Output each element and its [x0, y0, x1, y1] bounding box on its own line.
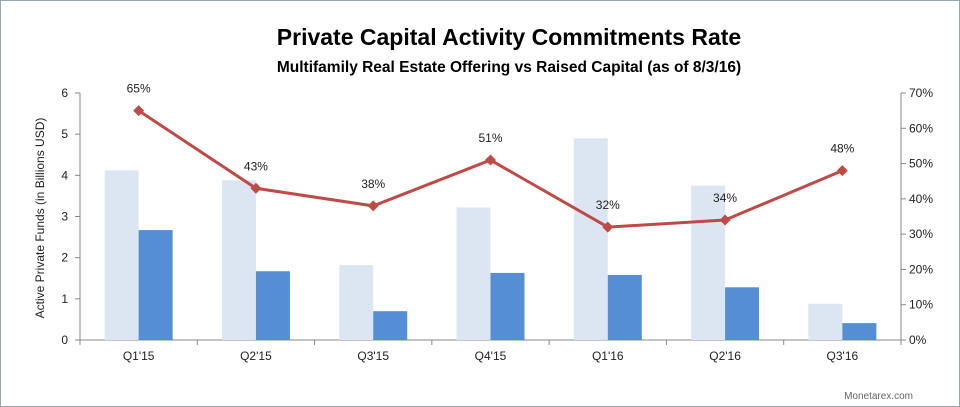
y2-tick-label: 30% — [909, 227, 933, 241]
x-tick-label: Q1'15 — [123, 349, 155, 363]
bar — [339, 265, 374, 340]
x-tick-label: Q3'15 — [357, 349, 389, 363]
bar — [138, 230, 173, 340]
bar — [808, 303, 843, 340]
line-marker — [836, 165, 848, 177]
chart-title: Private Capital Activity Commitments Rat… — [277, 24, 741, 50]
line-marker — [133, 105, 145, 117]
bar — [691, 185, 726, 340]
bar — [255, 271, 290, 340]
data-label: 38% — [361, 177, 385, 191]
bar — [104, 170, 139, 340]
data-label: 48% — [830, 142, 854, 156]
source-credit: Monetarex.com — [844, 391, 913, 402]
line-marker — [485, 154, 496, 166]
data-label: 32% — [596, 198, 620, 212]
data-label: 43% — [244, 159, 268, 173]
bar — [490, 272, 525, 340]
y2-tick-label: 40% — [909, 192, 933, 206]
bar — [842, 323, 877, 340]
x-tick-label: Q2'15 — [240, 349, 272, 363]
bar — [573, 138, 608, 340]
y-tick-label: 0 — [61, 333, 68, 347]
bar — [221, 180, 256, 340]
bar — [373, 311, 408, 340]
line-marker — [602, 221, 614, 233]
data-label: 34% — [713, 191, 737, 205]
y-axis-label: Active Private Funds (in Billions USD) — [33, 118, 47, 319]
bar — [725, 287, 760, 340]
y-tick-label: 1 — [61, 292, 68, 306]
y-tick-label: 5 — [61, 127, 68, 141]
x-tick-label: Q2'16 — [709, 349, 741, 363]
line-marker — [367, 200, 379, 212]
bar — [456, 207, 491, 340]
y2-tick-label: 10% — [909, 298, 933, 312]
line-marker — [250, 182, 262, 194]
y-tick-label: 3 — [61, 210, 68, 224]
y-tick-label: 2 — [61, 251, 68, 265]
x-tick-label: Q4'15 — [475, 349, 507, 363]
data-label: 65% — [127, 82, 151, 96]
y2-tick-label: 70% — [909, 86, 933, 100]
chart-subtitle: Multifamily Real Estate Offering vs Rais… — [277, 59, 741, 76]
bar — [607, 274, 642, 340]
y2-tick-label: 60% — [909, 121, 933, 135]
y2-tick-label: 0% — [909, 333, 927, 347]
line-marker — [719, 214, 731, 226]
x-tick-label: Q3'16 — [827, 349, 859, 363]
data-label: 51% — [478, 131, 502, 145]
y2-tick-label: 20% — [909, 262, 933, 276]
x-tick-label: Q1'16 — [592, 349, 624, 363]
y2-tick-label: 50% — [909, 157, 933, 171]
y-tick-label: 6 — [61, 86, 68, 100]
y-tick-label: 4 — [61, 168, 68, 182]
